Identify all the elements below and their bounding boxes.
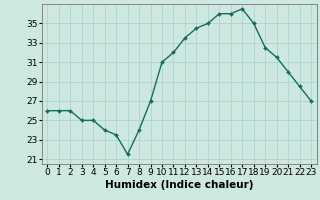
- X-axis label: Humidex (Indice chaleur): Humidex (Indice chaleur): [105, 180, 253, 190]
